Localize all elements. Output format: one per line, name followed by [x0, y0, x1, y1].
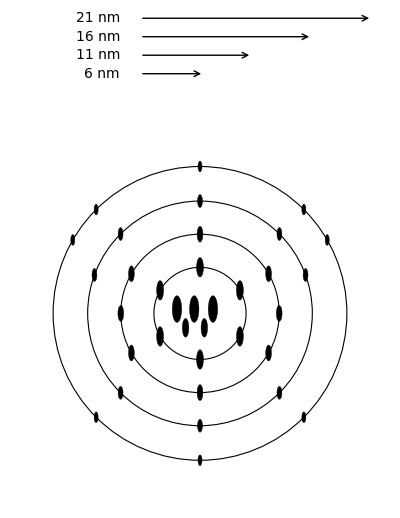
Ellipse shape	[266, 266, 272, 282]
Ellipse shape	[197, 385, 203, 400]
Ellipse shape	[277, 227, 282, 240]
Ellipse shape	[157, 281, 164, 300]
Ellipse shape	[302, 412, 306, 423]
Text: 21 nm: 21 nm	[76, 11, 120, 25]
Ellipse shape	[303, 268, 308, 281]
Ellipse shape	[118, 306, 124, 321]
Ellipse shape	[128, 345, 134, 361]
Ellipse shape	[266, 345, 272, 361]
Ellipse shape	[190, 296, 199, 322]
Ellipse shape	[71, 235, 75, 246]
Ellipse shape	[302, 204, 306, 215]
Ellipse shape	[92, 268, 97, 281]
Ellipse shape	[276, 306, 282, 321]
Ellipse shape	[94, 412, 98, 423]
Ellipse shape	[118, 227, 123, 240]
Ellipse shape	[198, 195, 202, 208]
Text: 11 nm: 11 nm	[76, 48, 120, 62]
Ellipse shape	[198, 455, 202, 466]
Ellipse shape	[196, 257, 204, 277]
Ellipse shape	[236, 327, 243, 346]
Ellipse shape	[208, 296, 218, 322]
Ellipse shape	[157, 327, 164, 346]
Text: 6 nm: 6 nm	[84, 67, 120, 81]
Ellipse shape	[236, 281, 243, 300]
Ellipse shape	[118, 386, 123, 399]
Ellipse shape	[196, 350, 204, 369]
Text: 16 nm: 16 nm	[76, 30, 120, 44]
Ellipse shape	[325, 235, 329, 246]
Ellipse shape	[182, 319, 189, 337]
Ellipse shape	[198, 161, 202, 172]
Ellipse shape	[198, 419, 202, 432]
Ellipse shape	[94, 204, 98, 215]
Ellipse shape	[172, 296, 182, 322]
Ellipse shape	[277, 386, 282, 399]
Ellipse shape	[197, 226, 203, 242]
Ellipse shape	[201, 319, 208, 337]
Ellipse shape	[128, 266, 134, 282]
